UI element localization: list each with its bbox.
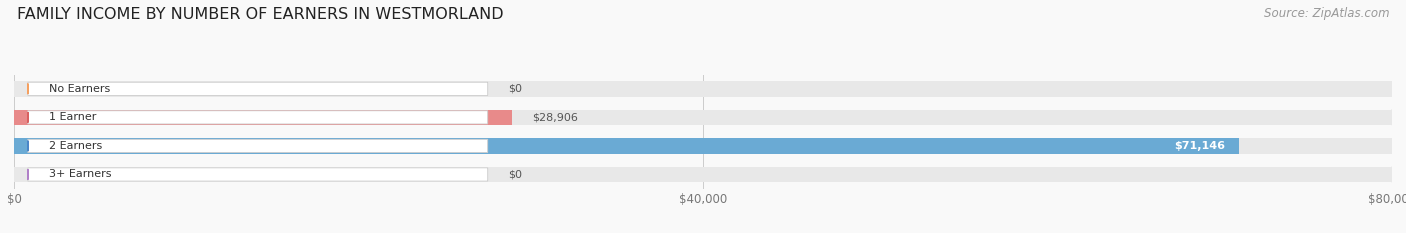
FancyBboxPatch shape bbox=[28, 139, 488, 153]
Text: $0: $0 bbox=[509, 84, 523, 94]
Text: $71,146: $71,146 bbox=[1174, 141, 1226, 151]
Text: 1 Earner: 1 Earner bbox=[49, 112, 96, 122]
Text: 3+ Earners: 3+ Earners bbox=[49, 169, 111, 179]
Bar bbox=[14, 138, 1240, 154]
Text: FAMILY INCOME BY NUMBER OF EARNERS IN WESTMORLAND: FAMILY INCOME BY NUMBER OF EARNERS IN WE… bbox=[17, 7, 503, 22]
Text: $0: $0 bbox=[509, 169, 523, 179]
Bar bbox=[14, 110, 512, 125]
Text: 2 Earners: 2 Earners bbox=[49, 141, 101, 151]
Bar bbox=[14, 167, 1392, 182]
Bar bbox=[14, 81, 1392, 96]
FancyBboxPatch shape bbox=[28, 168, 488, 181]
FancyBboxPatch shape bbox=[28, 82, 488, 96]
FancyBboxPatch shape bbox=[28, 111, 488, 124]
Bar bbox=[14, 110, 1392, 125]
Text: $28,906: $28,906 bbox=[533, 112, 578, 122]
Bar bbox=[14, 138, 1392, 154]
Text: No Earners: No Earners bbox=[49, 84, 110, 94]
Text: Source: ZipAtlas.com: Source: ZipAtlas.com bbox=[1264, 7, 1389, 20]
